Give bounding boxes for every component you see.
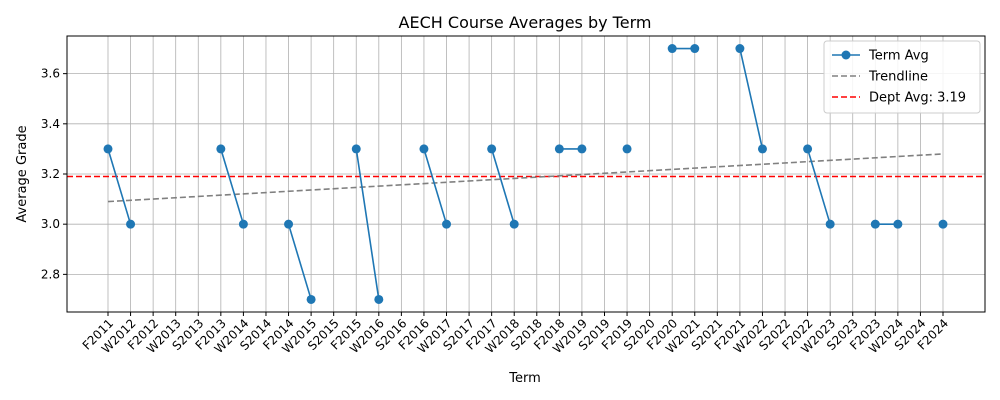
series-line-segment [739,48,764,150]
legend-label: Term Avg [868,49,929,64]
y-tick-label: 2.8 [41,267,60,281]
data-point [825,219,835,229]
data-point [622,144,632,154]
trendline [107,153,944,203]
y-tick-label: 3.4 [41,117,60,131]
y-axis: 2.8 3.0 3.2 3.4 3.6 [41,67,67,281]
trendline-path [107,153,944,203]
data-point [419,144,429,154]
y-tick-label: 3.0 [41,217,60,231]
series-line-segment [806,148,831,225]
data-point [442,219,452,229]
data-point [487,144,497,154]
series-line-segment [355,148,380,300]
data-point [938,219,948,229]
x-axis-label: Term [508,371,541,386]
data-point [351,144,361,154]
legend-marker [841,50,851,60]
data-point [306,294,316,304]
data-point [577,144,587,154]
series-line-segment [490,148,515,225]
legend: Term Avg Trendline Dept Avg: 3.19 [823,40,981,114]
data-point [103,144,113,154]
data-point [238,219,248,229]
y-tick-label: 3.2 [41,167,60,181]
data-point [216,144,226,154]
grid-lines [67,36,985,312]
data-point [870,219,880,229]
legend-label: Trendline [868,70,928,85]
series-line-segment [107,148,132,225]
series-line-segment [423,148,448,225]
y-tick-label: 3.6 [41,67,60,81]
data-point [509,219,519,229]
data-point [893,219,903,229]
data-point [803,144,813,154]
legend-label: Dept Avg: 3.19 [869,91,966,106]
legend-box [823,40,981,114]
data-point [284,219,294,229]
data-point [690,44,700,54]
data-point [554,144,564,154]
data-point [735,44,745,54]
y-axis-label: Average Grade [15,125,30,222]
term-avg-series [103,44,948,304]
data-point [667,44,677,54]
data-point [126,219,136,229]
data-point [757,144,767,154]
data-point [374,294,384,304]
series-line-segment [287,223,312,300]
chart-title: AECH Course Averages by Term [399,13,652,32]
series-line-segment [220,148,245,225]
